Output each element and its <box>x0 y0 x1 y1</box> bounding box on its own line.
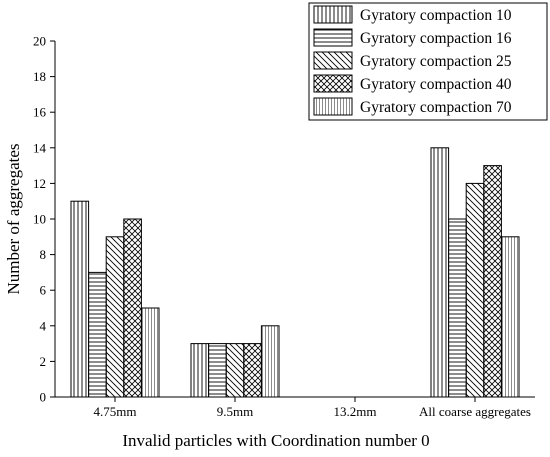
y-tick-label: 6 <box>40 283 47 298</box>
legend: Gyratory compaction 10 Gyratory compactio… <box>308 2 548 121</box>
y-tick-label: 0 <box>40 390 47 405</box>
x-tick-label: All coarse aggregates <box>419 404 531 419</box>
legend-label: Gyratory compaction 25 <box>360 53 512 70</box>
bar <box>243 343 262 398</box>
bar <box>208 343 227 398</box>
x-ticks: 4.75mm 9.5mm 13.2mm All coarse aggregates <box>94 397 531 419</box>
bar <box>225 343 245 398</box>
legend-swatch <box>313 97 353 116</box>
legend-swatch <box>313 51 353 70</box>
bar <box>483 165 502 398</box>
bar <box>123 218 142 398</box>
bar <box>70 200 90 398</box>
bars-layer <box>70 147 520 398</box>
y-axis-title: Number of aggregates <box>4 143 23 294</box>
bar <box>448 218 467 398</box>
legend-swatch <box>313 74 353 93</box>
legend-label: Gyratory compaction 16 <box>360 30 512 47</box>
bar <box>500 236 520 398</box>
y-tick-label: 10 <box>33 212 46 227</box>
y-tick-label: 8 <box>40 247 47 262</box>
legend-label: Gyratory compaction 40 <box>360 76 512 93</box>
y-tick-label: 16 <box>33 105 47 120</box>
y-tick-label: 18 <box>33 69 46 84</box>
bar <box>465 182 485 398</box>
x-axis-title: Invalid particles with Coordination numb… <box>122 431 429 450</box>
y-tick-label: 2 <box>40 354 47 369</box>
x-tick-label: 4.75mm <box>94 404 137 419</box>
legend-label: Gyratory compaction 10 <box>360 7 512 24</box>
x-tick-label: 13.2mm <box>334 404 377 419</box>
legend-swatch <box>313 5 353 24</box>
y-tick-label: 12 <box>33 176 46 191</box>
legend-swatch <box>313 28 353 47</box>
x-tick-label: 9.5mm <box>217 404 253 419</box>
bar <box>190 343 210 398</box>
bar <box>260 325 280 398</box>
bar <box>105 236 125 398</box>
y-tick-label: 14 <box>33 140 47 155</box>
bar <box>430 147 450 398</box>
bar <box>88 271 107 398</box>
legend-label: Gyratory compaction 70 <box>360 99 512 116</box>
bar <box>140 307 160 398</box>
y-tick-label: 20 <box>33 34 46 49</box>
y-ticks: 0 2 4 6 8 10 12 14 16 18 20 <box>33 34 55 405</box>
y-tick-label: 4 <box>40 318 47 333</box>
